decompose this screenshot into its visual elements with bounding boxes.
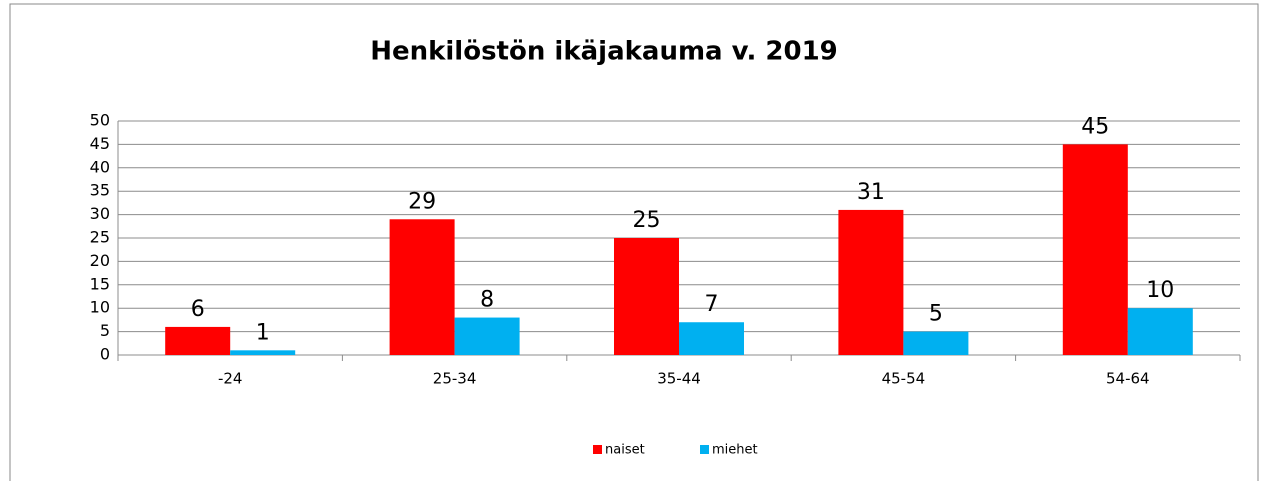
bar — [389, 219, 455, 355]
bar — [454, 317, 520, 355]
legend-swatch — [700, 445, 709, 454]
x-tick-label: -24 — [218, 370, 243, 388]
legend-swatch — [593, 445, 602, 454]
value-label: 1 — [256, 320, 270, 345]
value-label: 5 — [929, 302, 943, 327]
value-label: 25 — [633, 208, 661, 233]
y-tick-label: 20 — [90, 251, 110, 270]
y-tick-label: 40 — [90, 157, 110, 176]
x-tick-label: 35-44 — [657, 370, 701, 388]
value-label: 8 — [480, 288, 494, 313]
y-tick-label: 10 — [90, 298, 110, 317]
x-tick-label: 54-64 — [1106, 370, 1150, 388]
y-tick-label: 35 — [90, 181, 110, 200]
bar — [230, 350, 296, 355]
y-tick-label: 45 — [90, 134, 110, 153]
bar — [838, 209, 904, 355]
value-label: 45 — [1081, 114, 1109, 139]
y-tick-label: 50 — [90, 111, 110, 130]
x-tick-label: 45-54 — [882, 370, 926, 388]
value-label: 31 — [857, 180, 885, 205]
legend-label: naiset — [605, 443, 645, 458]
legend-label: miehet — [712, 443, 758, 458]
value-label: 6 — [191, 297, 205, 322]
y-tick-label: 30 — [90, 204, 110, 223]
bar — [614, 238, 679, 355]
value-label: 10 — [1146, 278, 1174, 303]
bar — [679, 322, 744, 355]
y-tick-label: 15 — [90, 274, 110, 293]
bar — [903, 331, 969, 355]
y-tick-label: 0 — [100, 345, 110, 364]
bar — [1062, 144, 1128, 355]
bar — [165, 326, 231, 355]
y-tick-label: 5 — [100, 321, 110, 340]
value-label: 7 — [705, 292, 719, 317]
chart-title: Henkilöstön ikäjakauma v. 2019 — [370, 37, 838, 67]
y-tick-label: 25 — [90, 228, 110, 247]
bar — [1127, 308, 1193, 355]
x-tick-label: 25-34 — [433, 370, 477, 388]
value-label: 29 — [408, 189, 436, 214]
